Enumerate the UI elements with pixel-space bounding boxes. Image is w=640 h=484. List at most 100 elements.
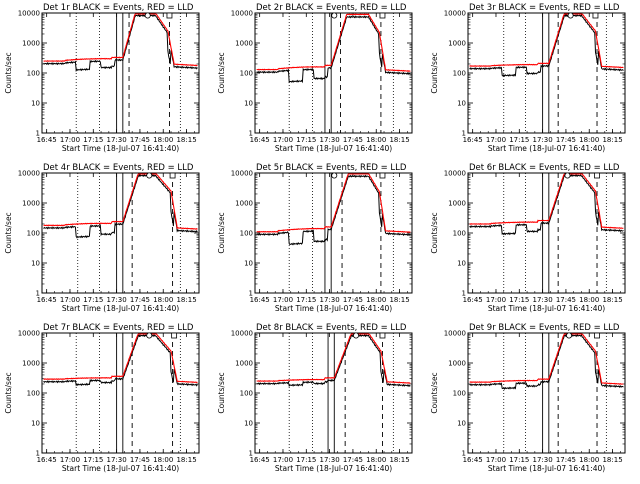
x-tick-label: 17:00 [273, 136, 293, 144]
y-tick-label: 10 [457, 260, 466, 268]
x-tick-label: 17:45 [343, 296, 363, 304]
y-tick-label: 1000 [448, 360, 466, 368]
detector-chart-2: Det 2r BLACK = Events, RED = LLD 1 10 100 10… [217, 3, 413, 153]
x-axis-label: Start Time (18-Jul-07 16:41:40) [62, 304, 179, 313]
x-tick-label: 17:30 [107, 456, 127, 464]
y-tick-label: 1000 [235, 200, 253, 208]
y-tick-label: 10 [31, 420, 40, 428]
events-series-line [256, 15, 411, 84]
y-tick-label: 10 [457, 100, 466, 108]
x-axis-label: Start Time (18-Jul-07 16:41:40) [275, 144, 392, 153]
detector-chart-6: Det 6r BLACK = Events, RED = LLD 1 10 100 10… [430, 163, 626, 313]
x-tick-label: 17:45 [343, 136, 363, 144]
x-tick-label: 17:15 [83, 136, 103, 144]
square-marker [379, 12, 386, 19]
y-tick-label: 10000 [231, 330, 253, 338]
chart-title: Det 5r BLACK = Events, RED = LLD [256, 163, 407, 173]
plot-frame [41, 332, 200, 454]
circle-marker [564, 172, 571, 179]
detector-chart-5: Det 5r BLACK = Events, RED = LLD 1 10 100 10… [217, 163, 413, 313]
circle-marker [567, 12, 574, 19]
y-tick-label: 100 [240, 230, 253, 238]
square-marker [169, 172, 176, 179]
x-tick-label: 18:15 [176, 136, 196, 144]
x-tick-label: 18:15 [389, 456, 409, 464]
x-tick-label: 18:00 [579, 136, 599, 144]
x-axis-label: Start Time (18-Jul-07 16:41:40) [62, 464, 179, 473]
y-tick-label: 1000 [22, 200, 40, 208]
x-tick-label: 17:15 [83, 456, 103, 464]
circle-marker [331, 172, 338, 179]
events-series-line [256, 333, 411, 388]
events-series-line [43, 174, 198, 239]
y-tick-label: 10 [31, 100, 40, 108]
y-tick-label: 10 [457, 420, 466, 428]
y-tick-label: 10000 [18, 330, 40, 338]
chart-title: Det 9r BLACK = Events, RED = LLD [469, 323, 620, 333]
detector-chart-8: Det 8r BLACK = Events, RED = LLD 1 10 100 10… [217, 323, 413, 473]
x-tick-label: 17:00 [273, 456, 293, 464]
x-tick-label: 18:00 [153, 136, 173, 144]
square-marker [594, 172, 600, 179]
detector-chart-1: Det 1r BLACK = Events, RED = LLD 1 10 100 10… [4, 3, 200, 153]
y-tick-label: 100 [453, 390, 466, 398]
x-tick-label: 17:30 [320, 136, 340, 144]
circle-marker [146, 172, 153, 179]
chart-title: Det 1r BLACK = Events, RED = LLD [43, 3, 194, 13]
square-marker [171, 332, 178, 339]
detector-chart-4: Det 4r BLACK = Events, RED = LLD 1 10 100 10… [4, 163, 200, 313]
plot-frame [467, 12, 626, 134]
y-tick-label: 1 [249, 450, 253, 458]
y-tick-label: 1 [249, 290, 253, 298]
x-tick-label: 17:00 [486, 296, 506, 304]
x-tick-label: 17:00 [486, 136, 506, 144]
y-tick-label: 1 [462, 450, 466, 458]
x-tick-label: 18:00 [153, 456, 173, 464]
chart-title: Det 3r BLACK = Events, RED = LLD [469, 3, 620, 13]
x-tick-label: 17:30 [320, 296, 340, 304]
y-tick-label: 10000 [231, 170, 253, 178]
lld-series-line [43, 333, 198, 384]
y-axis-label: Counts/sec [217, 52, 226, 93]
y-tick-label: 1000 [235, 40, 253, 48]
x-tick-label: 17:15 [509, 296, 529, 304]
x-tick-label: 18:15 [602, 136, 622, 144]
x-axis-label: Start Time (18-Jul-07 16:41:40) [488, 464, 605, 473]
x-tick-label: 17:30 [533, 136, 553, 144]
chart-title: Det 7r BLACK = Events, RED = LLD [43, 323, 194, 333]
y-tick-label: 1 [36, 450, 40, 458]
x-tick-label: 17:45 [130, 456, 150, 464]
events-series-line [469, 174, 624, 236]
x-tick-label: 18:15 [389, 296, 409, 304]
circle-marker [331, 12, 338, 19]
lld-series-line [256, 13, 411, 72]
x-tick-label: 17:15 [296, 456, 316, 464]
detector-chart-3: Det 3r BLACK = Events, RED = LLD 1 10 100 10… [430, 3, 626, 153]
x-tick-label: 18:00 [366, 296, 386, 304]
y-axis-label: Counts/sec [4, 212, 13, 253]
y-tick-label: 1 [36, 130, 40, 138]
x-tick-label: 18:00 [366, 456, 386, 464]
y-tick-label: 100 [27, 230, 40, 238]
y-axis-label: Counts/sec [430, 212, 439, 253]
x-tick-label: 16:45 [463, 296, 483, 304]
y-tick-label: 100 [453, 230, 466, 238]
x-tick-label: 17:00 [60, 296, 80, 304]
y-tick-label: 10 [244, 420, 253, 428]
x-tick-label: 16:45 [250, 296, 270, 304]
y-tick-label: 10 [244, 100, 253, 108]
plot-frame [41, 12, 200, 134]
x-tick-label: 16:45 [37, 456, 57, 464]
y-tick-label: 1 [462, 130, 466, 138]
chart-title: Det 4r BLACK = Events, RED = LLD [43, 163, 194, 173]
x-tick-label: 17:15 [296, 296, 316, 304]
lld-series-line [469, 13, 624, 69]
x-tick-label: 18:15 [389, 136, 409, 144]
y-tick-label: 10000 [18, 170, 40, 178]
y-tick-label: 1000 [22, 360, 40, 368]
lld-series-line [256, 173, 411, 234]
x-tick-label: 17:45 [556, 296, 576, 304]
lld-series-line [43, 13, 198, 67]
